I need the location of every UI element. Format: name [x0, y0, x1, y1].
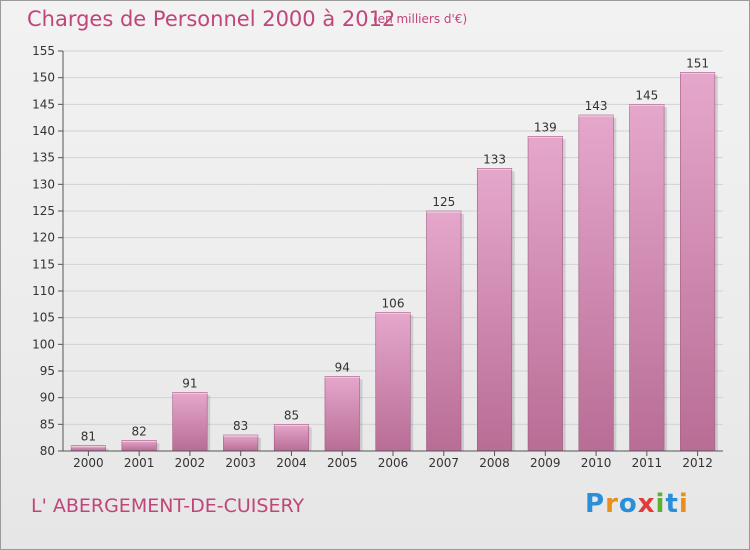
bar: [578, 114, 614, 452]
y-tick-label: 80: [40, 444, 55, 458]
logo-letter: i: [678, 489, 689, 519]
bar-value-label: 85: [284, 408, 299, 422]
y-tick-label: 125: [32, 204, 55, 218]
bar: [375, 312, 411, 452]
y-tick-label: 150: [32, 71, 55, 85]
logo-letter: o: [618, 489, 638, 519]
bar-value-label: 94: [335, 360, 350, 374]
x-tick-label: 2005: [327, 456, 358, 470]
x-tick-label: 2012: [682, 456, 713, 470]
bar: [273, 424, 310, 452]
bar-value-label: 151: [686, 56, 709, 70]
y-tick-label: 105: [32, 311, 55, 325]
bar-value-label: 143: [585, 99, 608, 113]
logo-letter: r: [605, 489, 619, 519]
x-tick-label: 2010: [581, 456, 612, 470]
x-tick-label: 2000: [73, 456, 104, 470]
proxiti-logo: Proxiti: [585, 489, 689, 519]
y-tick-label: 95: [40, 364, 55, 378]
commune-name: L' ABERGEMENT-DE-CUISERY: [31, 495, 305, 517]
bar-value-label: 106: [382, 296, 405, 310]
logo-letter: x: [637, 489, 656, 519]
bar: [324, 376, 360, 452]
logo-letter: P: [585, 489, 606, 519]
chart-title: Charges de Personnel 2000 à 2012: [27, 7, 396, 31]
bar: [527, 136, 563, 452]
y-tick-label: 135: [32, 151, 55, 165]
bar-value-label: 133: [483, 152, 506, 166]
x-tick-label: 2004: [276, 456, 307, 470]
bar: [476, 168, 513, 452]
bar: [629, 104, 665, 452]
y-tick-label: 120: [32, 231, 55, 245]
y-tick-label: 155: [32, 44, 55, 58]
x-tick-label: 2007: [428, 456, 459, 470]
bars: 81 82 91 83 85 94 106 125 133 139 143 145 151: [70, 56, 718, 452]
y-tick-label: 130: [32, 177, 55, 191]
bar-value-label: 145: [635, 88, 658, 102]
x-tick-label: 2008: [479, 456, 510, 470]
y-tick-label: 115: [32, 257, 55, 271]
unit-note: (en milliers d'€): [373, 12, 468, 26]
y-tick-label: 140: [32, 124, 55, 138]
bar-value-label: 91: [182, 376, 197, 390]
y-tick-label: 145: [32, 97, 55, 111]
y-tick-label: 90: [40, 391, 55, 405]
bar: [680, 72, 716, 452]
bar-value-label: 139: [534, 120, 557, 134]
y-tick-label: 100: [32, 337, 55, 351]
x-tick-label: 2003: [225, 456, 256, 470]
logo-letter: i: [655, 489, 666, 519]
y-tick-label: 110: [32, 284, 55, 298]
bar: [172, 392, 208, 452]
x-tick-label: 2001: [124, 456, 155, 470]
x-tick-label: 2002: [175, 456, 206, 470]
y-tick-label: 85: [40, 417, 55, 431]
logo-letter: t: [665, 489, 679, 519]
bar-value-label: 82: [132, 424, 147, 438]
bar-value-label: 83: [233, 419, 248, 433]
bar: [223, 434, 259, 452]
x-tick-label: 2006: [378, 456, 409, 470]
bar-value-label: 81: [81, 430, 96, 444]
x-tick-label: 2009: [530, 456, 561, 470]
x-tick-label: 2011: [632, 456, 663, 470]
bar-value-label: 125: [432, 195, 455, 209]
bar: [426, 210, 462, 452]
axes: 80 85 90 95 100 105 110 115 120 125 130 135 140 145 15…: [32, 44, 723, 470]
